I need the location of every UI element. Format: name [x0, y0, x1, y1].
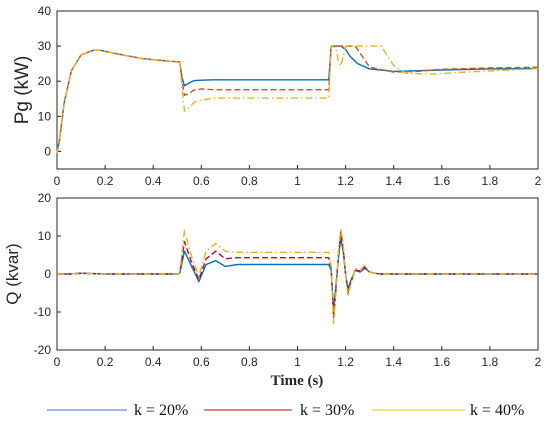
pg-y-tick-label: 20 — [38, 74, 52, 88]
q-y-tick-label: 0 — [44, 267, 51, 281]
q-y-axis-label: Q (kvar) — [3, 243, 22, 304]
q-x-tick-label: 0.2 — [97, 355, 114, 369]
pg-x-tick-label: 1 — [294, 174, 301, 188]
q-x-tick-label: 0.8 — [241, 355, 258, 369]
pg-x-tick-label: 0.4 — [145, 174, 162, 188]
pg-x-tick-label: 0.6 — [193, 174, 210, 188]
q-y-ticks: -20 -10 0 10 20 — [34, 191, 61, 357]
pg-x-ticks: 0 0.2 0.4 0.6 0.8 1 1.2 1.4 1.6 1.8 2 — [54, 165, 542, 188]
legend-label-k30: k = 30% — [300, 402, 354, 419]
q-x-tick-label: 1.4 — [385, 355, 402, 369]
q-x-tick-label: 2 — [535, 355, 542, 369]
q-x-ticks: 0 0.2 0.4 0.6 0.8 1 1.2 1.4 1.6 1.8 2 — [54, 346, 542, 369]
pg-series-lines — [56, 45, 539, 154]
q-series-k40 — [57, 227, 538, 325]
q-y-tick-label: -20 — [34, 343, 52, 357]
pg-y-tick-label: 40 — [38, 4, 52, 18]
pg-x-tick-label: 0.2 — [97, 174, 114, 188]
pg-y-tick-label: 10 — [38, 109, 52, 123]
legend-label-k40: k = 40% — [470, 402, 524, 419]
q-x-tick-label: 1.6 — [433, 355, 450, 369]
q-series-lines — [57, 227, 538, 325]
pg-y-axis-label: Pg (kW) — [12, 56, 33, 125]
pg-y-tick-label: 30 — [38, 39, 52, 53]
pg-x-tick-label: 1.8 — [482, 174, 499, 188]
pg-x-tick-label: 2 — [535, 174, 542, 188]
q-x-tick-label: 1.8 — [482, 355, 499, 369]
legend-label-k20: k = 20% — [134, 402, 188, 419]
q-x-tick-label: 0 — [54, 355, 61, 369]
x-axis-label: Time (s) — [271, 373, 324, 389]
q-y-tick-label: 10 — [38, 229, 52, 243]
pg-series-k40 — [56, 45, 539, 154]
q-x-tick-label: 0.6 — [193, 355, 210, 369]
pg-x-tick-label: 1.4 — [385, 174, 402, 188]
q-x-tick-label: 1 — [294, 355, 301, 369]
pg-y-ticks: 0 10 20 30 40 — [38, 4, 61, 158]
pg-y-tick-label: 0 — [44, 144, 51, 158]
chart-pg: 0 10 20 30 40 0 0.2 0.4 0.6 0.8 1 1.2 1.4 1.6 1.8 2 Pg… — [12, 4, 542, 188]
legend: k = 20% k = 30% k = 40% — [47, 402, 524, 419]
q-y-tick-label: -10 — [34, 305, 52, 319]
q-x-tick-label: 1.2 — [337, 355, 354, 369]
pg-x-tick-label: 1.2 — [337, 174, 354, 188]
q-x-tick-label: 0.4 — [145, 355, 162, 369]
q-y-tick-label: 20 — [38, 191, 52, 205]
pg-x-tick-label: 0 — [54, 174, 61, 188]
pg-x-tick-label: 0.8 — [241, 174, 258, 188]
pg-x-tick-label: 1.6 — [433, 174, 450, 188]
